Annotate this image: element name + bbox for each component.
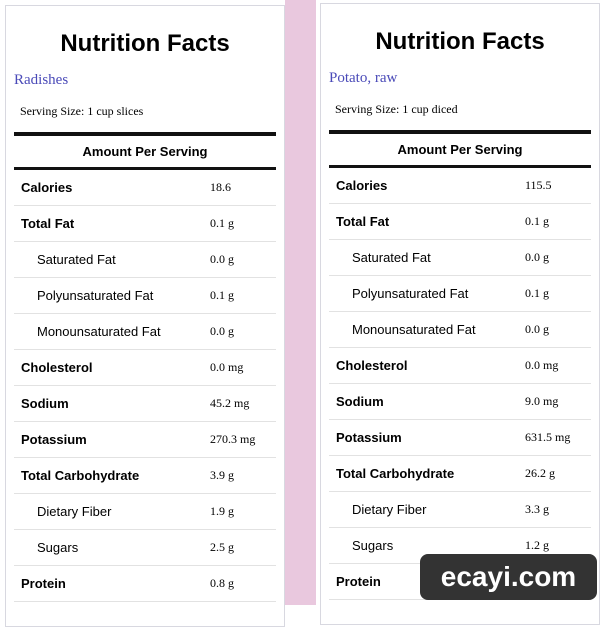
nutrient-value: 0.1 g (210, 216, 234, 230)
food-name: Potato, raw (329, 70, 398, 86)
panel-title: Nutrition Facts (375, 28, 545, 55)
nutrient-value: 1.2 g (525, 538, 549, 552)
food-name: Radishes (14, 72, 69, 88)
nutrient-value: 9.0 mg (525, 394, 559, 408)
sub-nutrient-row: Dietary Fiber 1.9 g (14, 494, 276, 530)
nutrient-label: Total Carbohydrate (336, 466, 455, 481)
nutrient-value: 631.5 mg (525, 430, 571, 444)
nutrient-label: Calories (336, 178, 388, 193)
nutrient-value: 0.1 g (525, 286, 549, 300)
nutrient-value: 0.0 mg (210, 360, 244, 374)
nutrient-value: 0.0 g (210, 252, 234, 266)
page: Nutrition Facts Radishes Serving Size: 1 c… (5, 0, 600, 627)
sub-nutrient-row: Sugars 2.5 g (14, 530, 276, 566)
nutrient-row: Cholesterol 0.0 mg (329, 348, 591, 384)
amount-header: Amount Per Serving (329, 130, 591, 168)
nutrient-label: Monounsaturated Fat (352, 322, 476, 337)
nutrient-value: 2.5 g (210, 540, 234, 554)
nutrient-label: Cholesterol (21, 360, 93, 375)
nutrient-value: 0.8 g (210, 576, 234, 590)
nutrient-label: Saturated Fat (352, 250, 431, 265)
nutrient-value: 270.3 mg (210, 432, 256, 446)
nutrient-label: Calories (21, 180, 73, 195)
nutrient-row: Potassium 631.5 mg (329, 420, 591, 456)
nutrient-label: Polyunsaturated Fat (352, 286, 469, 301)
nutrition-panel: Nutrition Facts Radishes Serving Size: 1 c… (5, 5, 285, 627)
nutrient-value: 3.9 g (210, 468, 234, 482)
nutrient-label: Cholesterol (336, 358, 408, 373)
nutrient-value: 0.0 g (525, 322, 549, 336)
nutrient-value: 3.3 g (525, 502, 549, 516)
nutrient-value: 0.0 g (210, 324, 234, 338)
sub-nutrient-row: Monounsaturated Fat 0.0 g (329, 312, 591, 348)
nutrient-label: Dietary Fiber (37, 504, 112, 519)
nutrient-row: Total Fat 0.1 g (14, 206, 276, 242)
nutrient-value: 45.2 mg (210, 396, 250, 410)
nutrient-row: Sodium 9.0 mg (329, 384, 591, 420)
nutrient-label: Total Carbohydrate (21, 468, 140, 483)
nutrient-row: Total Carbohydrate 26.2 g (329, 456, 591, 492)
nutrient-value: 1.9 g (210, 504, 234, 518)
nutrient-value: 0.0 mg (525, 358, 559, 372)
sub-nutrient-row: Dietary Fiber 3.3 g (329, 492, 591, 528)
amount-header: Amount Per Serving (14, 132, 276, 170)
nutrient-value: 0.1 g (525, 214, 549, 228)
nutrient-label: Total Fat (336, 214, 390, 229)
nutrient-label: Protein (336, 574, 381, 589)
divider-strip (285, 0, 316, 605)
nutrient-label: Potassium (21, 432, 87, 447)
nutrient-label: Protein (21, 576, 66, 591)
panel-title: Nutrition Facts (60, 30, 230, 57)
sub-nutrient-row: Saturated Fat 0.0 g (329, 240, 591, 276)
nutrient-label: Polyunsaturated Fat (37, 288, 154, 303)
nutrient-value: 115.5 (525, 178, 552, 192)
serving-size: Serving Size: 1 cup slices (20, 104, 144, 118)
nutrient-value: 0.1 g (210, 288, 234, 302)
nutrient-row: Calories 115.5 (329, 168, 591, 204)
nutrient-row: Sodium 45.2 mg (14, 386, 276, 422)
nutrient-row: Protein 0.8 g (14, 566, 276, 602)
nutrient-row: Total Carbohydrate 3.9 g (14, 458, 276, 494)
nutrient-label: Dietary Fiber (352, 502, 427, 517)
nutrition-panel: Nutrition Facts Potato, raw Serving Size: … (320, 3, 600, 625)
nutrient-value: 26.2 g (525, 466, 555, 480)
watermark: ecayi.com (420, 554, 597, 600)
nutrient-value: 18.6 (210, 180, 231, 194)
nutrient-label: Sugars (37, 540, 79, 555)
sub-nutrient-row: Saturated Fat 0.0 g (14, 242, 276, 278)
nutrient-label: Sodium (21, 396, 69, 411)
nutrient-row: Calories 18.6 (14, 170, 276, 206)
nutrient-row: Potassium 270.3 mg (14, 422, 276, 458)
nutrient-label: Total Fat (21, 216, 75, 231)
nutrient-label: Sodium (336, 394, 384, 409)
nutrient-row: Total Fat 0.1 g (329, 204, 591, 240)
nutrient-label: Sugars (352, 538, 394, 553)
nutrient-label: Monounsaturated Fat (37, 324, 161, 339)
sub-nutrient-row: Polyunsaturated Fat 0.1 g (329, 276, 591, 312)
sub-nutrient-row: Polyunsaturated Fat 0.1 g (14, 278, 276, 314)
sub-nutrient-row: Monounsaturated Fat 0.0 g (14, 314, 276, 350)
nutrient-row: Cholesterol 0.0 mg (14, 350, 276, 386)
serving-size: Serving Size: 1 cup diced (335, 102, 458, 116)
nutrient-label: Potassium (336, 430, 402, 445)
nutrient-value: 0.0 g (525, 250, 549, 264)
nutrient-label: Saturated Fat (37, 252, 116, 267)
